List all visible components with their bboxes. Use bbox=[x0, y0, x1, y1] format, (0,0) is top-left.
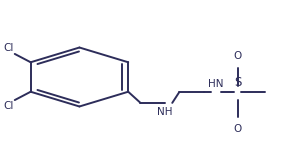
Text: HN: HN bbox=[208, 79, 224, 89]
Text: Cl: Cl bbox=[3, 101, 13, 111]
Text: S: S bbox=[234, 76, 241, 89]
Text: Cl: Cl bbox=[3, 43, 13, 53]
Text: O: O bbox=[234, 51, 242, 61]
Text: NH: NH bbox=[157, 107, 173, 117]
Text: O: O bbox=[234, 124, 242, 134]
